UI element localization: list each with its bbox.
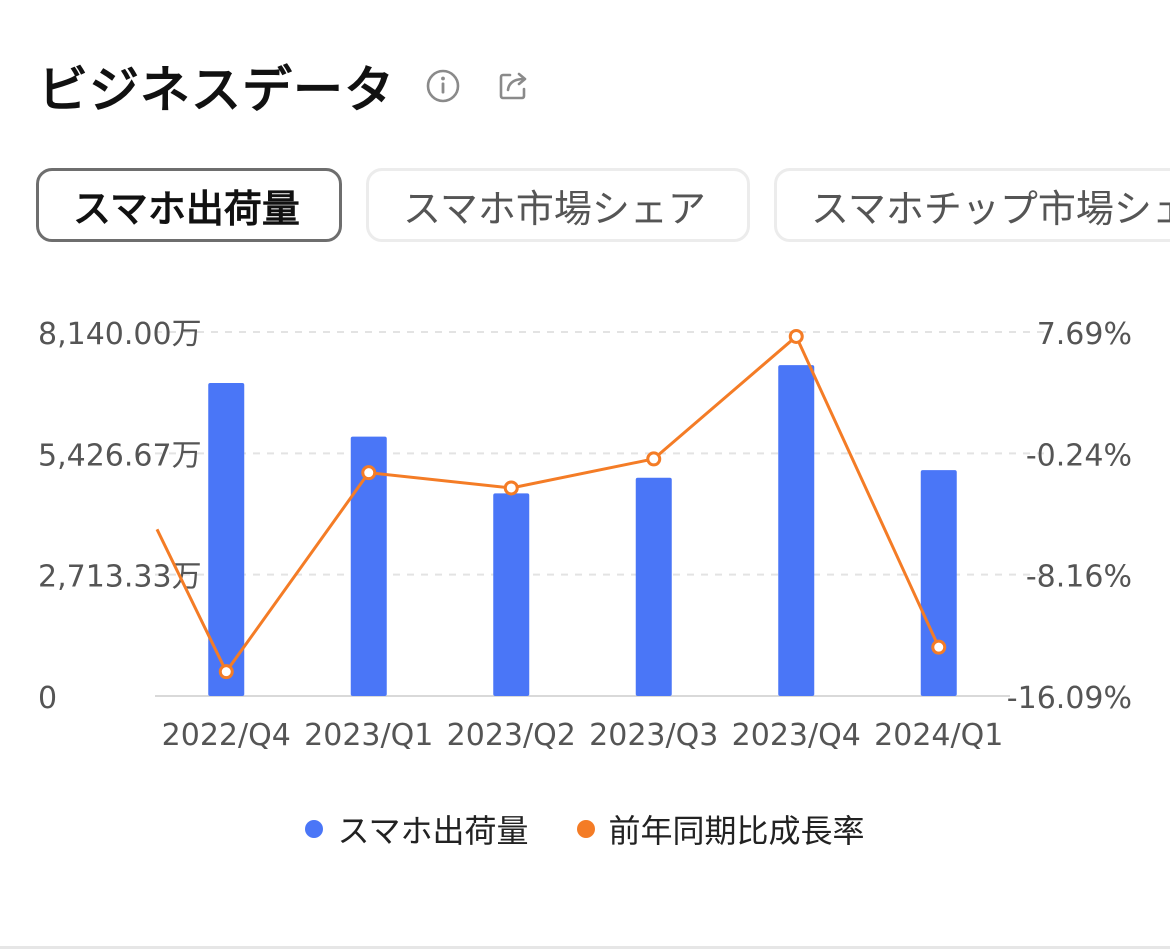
tab-label: スマホチップ市場シェア [811, 186, 1170, 231]
page-title: ビジネスデータ [38, 61, 395, 119]
divider [0, 946, 1170, 949]
info-icon[interactable] [423, 66, 463, 106]
chart-svg: 0 -16.09% 2,713.33万 -8.16% 5,426.67万 -0.24% 8,… [38, 317, 1132, 753]
growth-point [646, 451, 662, 467]
growth-line [155, 334, 941, 674]
legend-dot-bar [305, 820, 324, 838]
x-axis-tick-label: 2022/Q4 [162, 718, 291, 753]
x-axis-tick-label: 2024/Q1 [874, 718, 1003, 753]
left-axis-tick-label: 2,713.33万 [38, 560, 202, 595]
growth-point [503, 480, 519, 496]
growth-point [361, 465, 377, 481]
bar [920, 470, 957, 696]
growth-point [218, 664, 234, 680]
left-axis-tick-label: 5,426.67万 [38, 438, 202, 473]
legend-item-shipments[interactable]: スマホ出荷量 [305, 806, 529, 852]
left-axis-tick-label: 8,140.00万 [38, 317, 202, 352]
tab-smartphone-shipments[interactable]: スマホ出荷量 [36, 168, 342, 242]
right-axis-tick-label: -0.24% [1026, 438, 1132, 473]
x-axis-tick-label: 2023/Q4 [732, 718, 861, 753]
legend-dot-line [576, 820, 595, 838]
legend-label: スマホ出荷量 [337, 812, 529, 850]
tab-label: スマホ市場シェア [403, 186, 706, 231]
right-axis-tick-label: -16.09% [1007, 681, 1132, 716]
tab-label: スマホ出荷量 [73, 186, 300, 231]
chart: 0 -16.09% 2,713.33万 -8.16% 5,426.67万 -0.24% 8,… [0, 290, 1170, 870]
legend: スマホ出荷量 前年同期比成長率 [0, 806, 1170, 852]
share-icon[interactable] [493, 66, 533, 106]
legend-item-yoy-growth[interactable]: 前年同期比成長率 [576, 806, 865, 852]
bar [635, 477, 672, 696]
x-axis-tick-label: 2023/Q2 [447, 718, 576, 753]
bar [350, 436, 387, 696]
right-axis-tick-label: 7.69% [1037, 317, 1132, 352]
tab-smartphone-market-share[interactable]: スマホ市場シェア [366, 168, 750, 242]
legend-label: 前年同期比成長率 [608, 812, 865, 850]
growth-point [788, 328, 804, 344]
bar [208, 382, 245, 696]
tab-bar: スマホ出荷量 スマホ市場シェア スマホチップ市場シェア [36, 168, 1170, 248]
bar [493, 493, 530, 696]
header: ビジネスデータ [38, 46, 533, 126]
x-axis-tick-label: 2023/Q1 [304, 718, 433, 753]
right-axis-tick-label: -8.16% [1026, 560, 1132, 595]
x-axis-tick-label: 2023/Q3 [589, 718, 718, 753]
left-axis-tick-label: 0 [38, 681, 57, 716]
tab-smartphone-chip-market-share[interactable]: スマホチップ市場シェア [774, 168, 1170, 242]
growth-point [931, 639, 947, 655]
bar [778, 365, 815, 696]
